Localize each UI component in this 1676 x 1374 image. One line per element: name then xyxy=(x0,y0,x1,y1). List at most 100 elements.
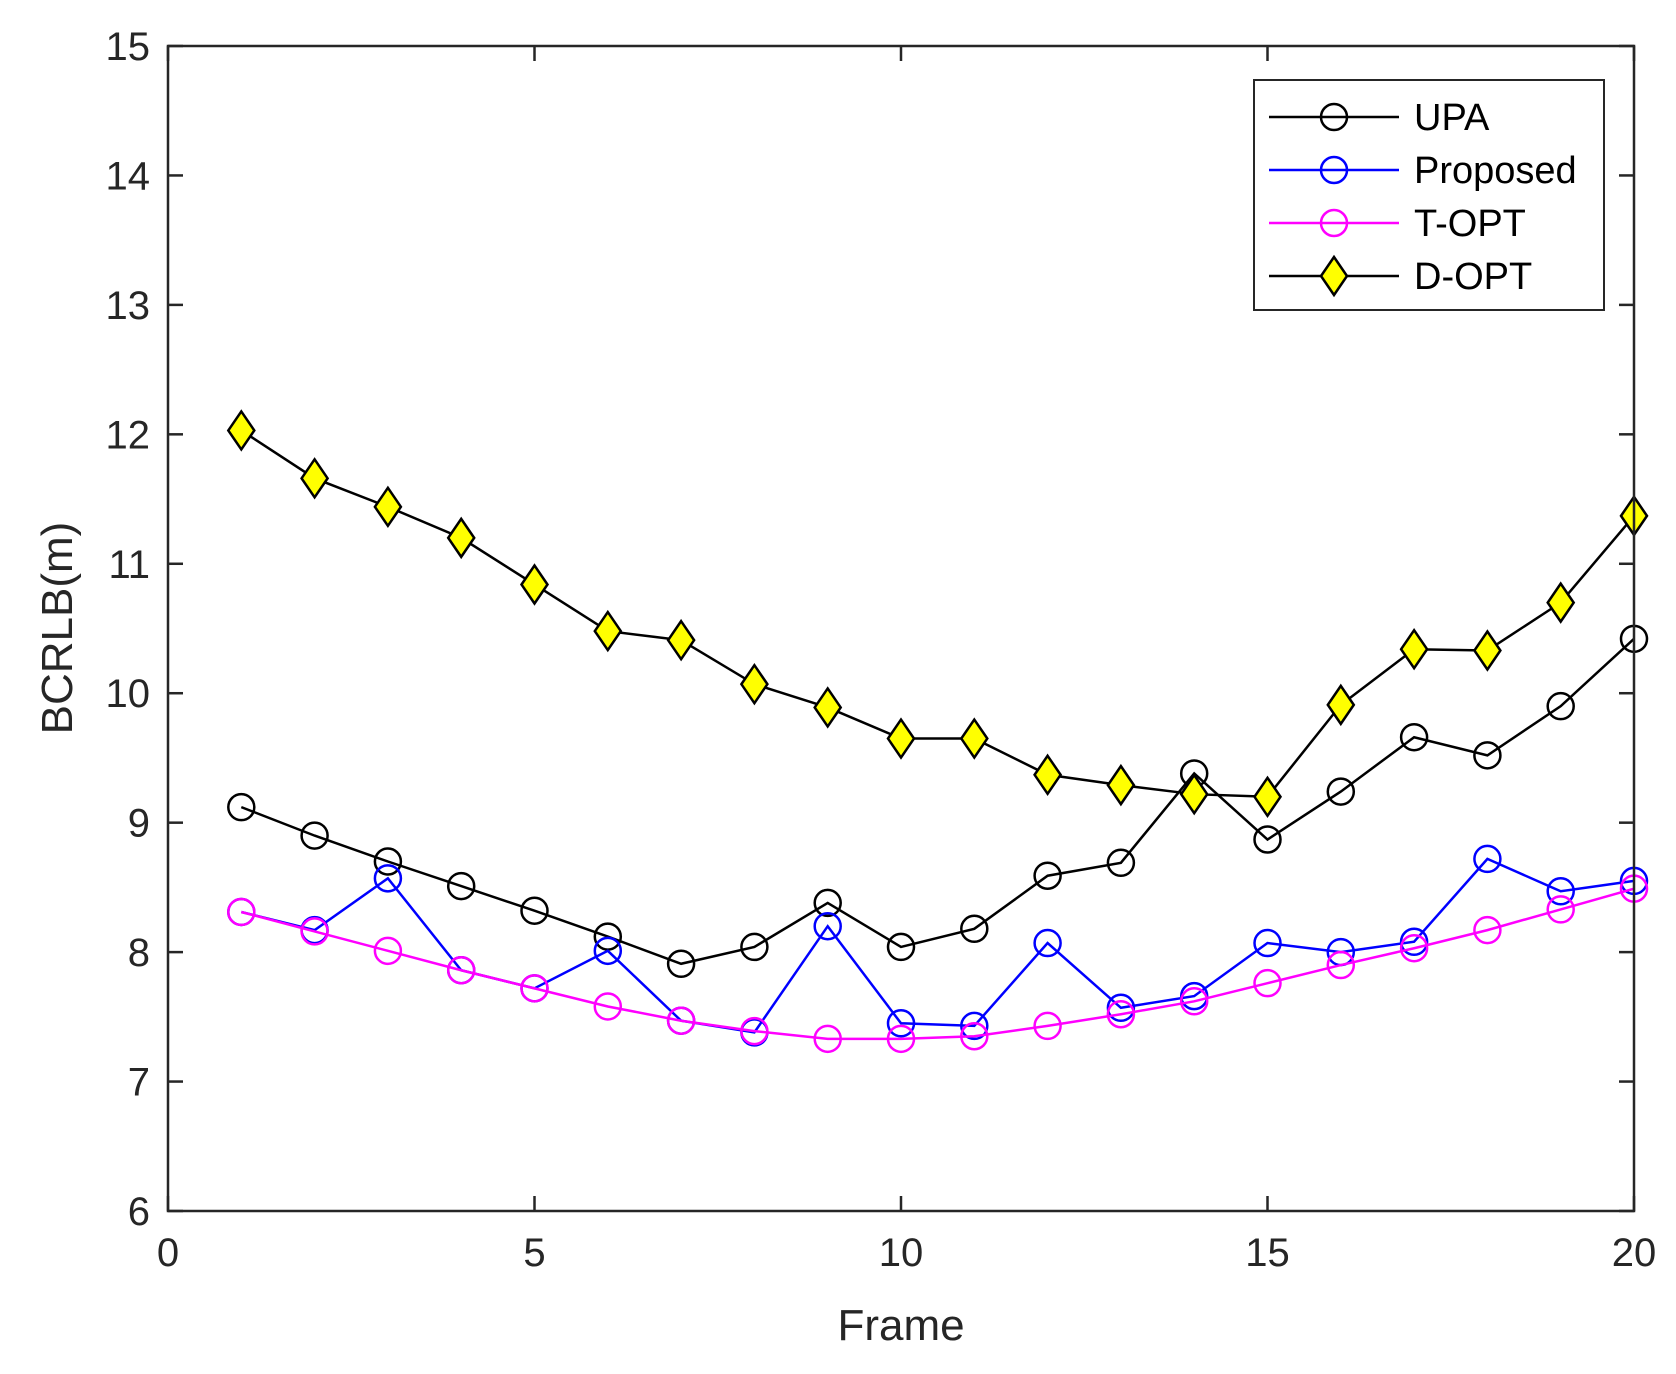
data-point-proposed xyxy=(1399,927,1429,957)
data-point-upa xyxy=(446,871,476,901)
data-point-d-opt xyxy=(1399,627,1429,671)
data-point-d-opt xyxy=(1252,775,1283,818)
data-point-proposed xyxy=(1033,928,1062,958)
y-axis-title: BCRLB(m) xyxy=(33,522,82,735)
data-point-upa xyxy=(1399,722,1429,752)
data-point-t-opt xyxy=(886,1024,916,1054)
y-tick-label: 14 xyxy=(106,154,151,198)
data-point-d-opt xyxy=(593,609,623,653)
data-point-proposed xyxy=(1546,877,1575,906)
data-point-upa xyxy=(373,847,403,876)
data-point-t-opt xyxy=(1473,915,1502,945)
data-point-proposed xyxy=(1106,993,1136,1023)
data-point-upa xyxy=(520,896,549,925)
data-point-proposed xyxy=(960,1011,989,1041)
data-point-d-opt xyxy=(226,409,256,452)
y-tick-label: 11 xyxy=(108,543,150,587)
data-point-t-opt xyxy=(813,1024,842,1054)
data-point-d-opt xyxy=(1472,629,1502,672)
legend-marker-d-opt xyxy=(1319,254,1349,298)
y-tick-label: 9 xyxy=(128,802,150,846)
data-point-d-opt xyxy=(1106,763,1136,807)
data-point-d-opt xyxy=(1033,753,1063,796)
y-tick-label: 15 xyxy=(106,25,151,69)
data-point-upa xyxy=(813,888,842,918)
data-point-t-opt xyxy=(1546,895,1575,924)
y-tick-label: 12 xyxy=(106,413,151,457)
data-point-upa xyxy=(666,949,696,979)
data-point-proposed xyxy=(1473,844,1502,874)
data-point-t-opt xyxy=(373,936,403,966)
legend-item-t-opt: T-OPT xyxy=(1269,203,1526,245)
data-point-proposed xyxy=(886,1009,916,1038)
data-point-t-opt xyxy=(227,897,256,927)
data-point-t-opt xyxy=(740,1016,769,1046)
legend-item-d-opt: D-OPT xyxy=(1269,254,1532,298)
x-tick-label: 20 xyxy=(1612,1231,1657,1275)
legend-marker-upa xyxy=(1319,102,1349,132)
data-point-d-opt xyxy=(1179,772,1209,816)
data-point-d-opt xyxy=(1546,581,1576,624)
legend-label-t-opt: T-OPT xyxy=(1414,203,1526,245)
data-point-t-opt xyxy=(593,992,623,1021)
data-point-t-opt xyxy=(1106,999,1136,1029)
y-tick-label: 8 xyxy=(128,931,150,975)
y-tick-label: 10 xyxy=(106,672,151,716)
legend-label-upa: UPA xyxy=(1414,97,1490,139)
x-tick-label: 5 xyxy=(523,1231,545,1275)
data-point-d-opt xyxy=(739,662,769,706)
x-tick-label: 15 xyxy=(1245,1231,1290,1275)
data-point-d-opt xyxy=(666,618,696,662)
legend-label-proposed: Proposed xyxy=(1414,150,1577,192)
data-point-upa xyxy=(1253,825,1282,854)
y-tick-label: 6 xyxy=(128,1190,150,1234)
data-point-proposed xyxy=(593,936,623,966)
data-point-proposed xyxy=(373,864,403,893)
data-point-upa xyxy=(227,792,256,822)
data-point-t-opt xyxy=(666,1006,696,1035)
data-point-d-opt xyxy=(886,717,916,760)
data-point-t-opt xyxy=(1326,950,1356,980)
x-tick-label: 0 xyxy=(157,1231,179,1275)
data-point-upa xyxy=(300,821,329,850)
data-point-proposed xyxy=(1253,928,1282,958)
legend: UPA Proposed T-OPT D-OPT xyxy=(1253,79,1605,311)
legend-marker-proposed xyxy=(1319,155,1349,185)
data-point-upa xyxy=(1106,848,1136,878)
data-point-t-opt xyxy=(1399,933,1429,963)
data-point-upa xyxy=(1546,691,1575,721)
data-point-d-opt xyxy=(373,485,403,529)
data-point-upa xyxy=(1326,777,1356,806)
data-point-upa xyxy=(1473,741,1502,770)
series-t-opt xyxy=(227,874,1649,1054)
data-point-t-opt xyxy=(300,917,329,946)
series-line-d-opt xyxy=(240,429,1635,799)
x-tick-label: 10 xyxy=(879,1231,924,1275)
legend-item-upa: UPA xyxy=(1269,97,1490,139)
data-point-t-opt xyxy=(1253,968,1282,998)
data-point-t-opt xyxy=(960,1022,989,1051)
data-point-d-opt xyxy=(959,717,989,760)
data-point-upa xyxy=(960,914,989,944)
legend-marker-t-opt xyxy=(1319,208,1349,238)
data-point-upa xyxy=(740,932,769,962)
data-point-t-opt xyxy=(1033,1011,1062,1041)
data-point-t-opt xyxy=(1179,987,1209,1016)
legend-label-d-opt: D-OPT xyxy=(1414,256,1532,298)
data-point-upa xyxy=(1033,861,1062,890)
data-point-d-opt xyxy=(813,686,843,729)
data-point-t-opt xyxy=(446,955,476,985)
data-point-d-opt xyxy=(300,457,330,500)
data-point-proposed xyxy=(813,911,842,941)
data-point-d-opt xyxy=(519,563,550,606)
x-axis-title: Frame xyxy=(837,1301,964,1350)
y-tick-label: 13 xyxy=(106,284,151,328)
axes-layer: 0 5 10 15 20 6 7 8 9 10 11 12 13 14 15 xyxy=(106,25,1657,1275)
y-tick-label: 7 xyxy=(128,1061,150,1105)
data-point-d-opt xyxy=(446,516,476,560)
data-point-t-opt xyxy=(520,974,549,1003)
data-point-d-opt xyxy=(1326,683,1356,727)
legend-box xyxy=(1253,79,1605,311)
data-point-upa xyxy=(886,932,916,962)
